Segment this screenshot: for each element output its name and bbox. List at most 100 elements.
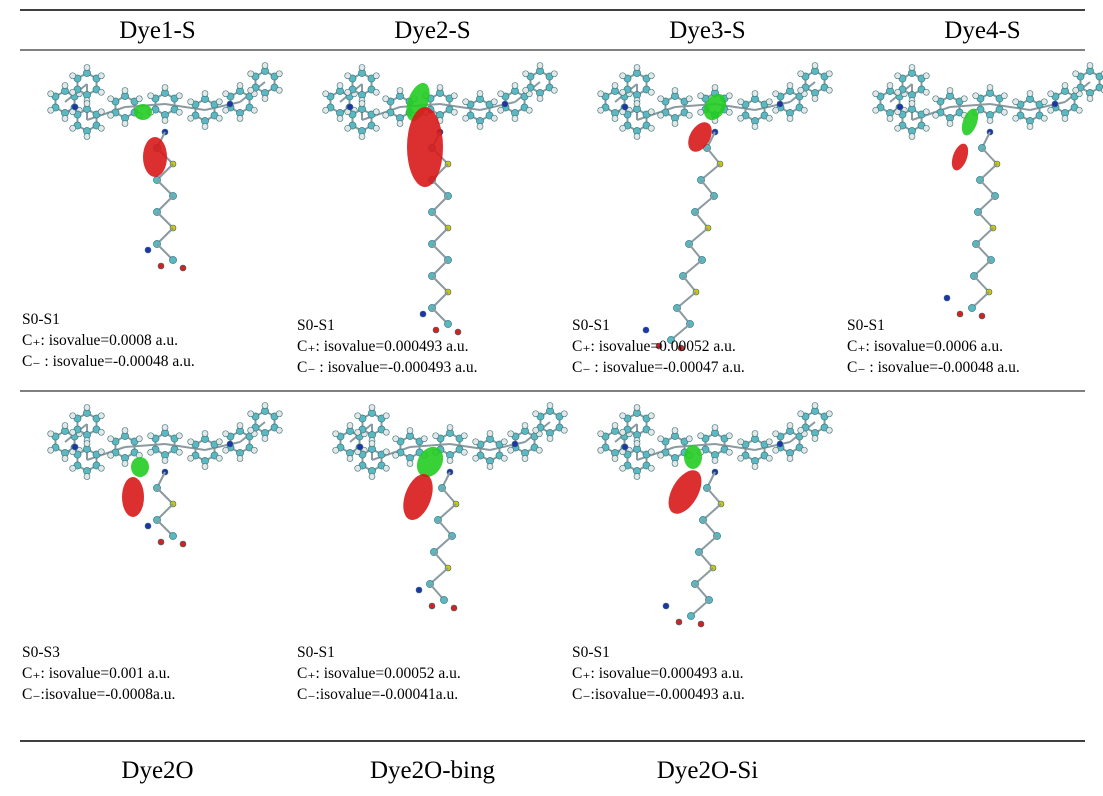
bond	[670, 323, 691, 341]
orbital-negative	[688, 122, 712, 152]
atom	[419, 310, 427, 318]
atom	[486, 430, 494, 437]
atom	[532, 410, 540, 418]
atom	[472, 438, 480, 446]
positive-isovalue: C₊: isovalue=0.001 a.u.	[22, 665, 171, 682]
atom	[1012, 98, 1020, 106]
atom	[737, 454, 745, 462]
atom	[896, 103, 904, 111]
bond	[1029, 101, 1066, 111]
atom	[157, 262, 165, 270]
atom	[222, 106, 230, 114]
atom	[497, 90, 505, 98]
atom	[372, 124, 380, 132]
atom	[751, 463, 759, 470]
atom	[135, 435, 143, 443]
atom	[657, 95, 665, 103]
atom	[201, 123, 209, 130]
bond	[164, 443, 206, 451]
bond	[636, 106, 676, 121]
atom	[97, 412, 105, 420]
transition-label: S0-S1	[847, 317, 885, 334]
bond	[441, 487, 457, 505]
bond	[676, 291, 697, 309]
atom	[346, 103, 354, 111]
atom	[446, 424, 454, 431]
atom	[647, 448, 655, 456]
orbital-negative	[951, 143, 969, 171]
atom	[47, 446, 55, 454]
atom	[619, 428, 627, 436]
bond	[164, 103, 206, 111]
orbital-negative	[407, 107, 443, 187]
atom	[161, 424, 169, 431]
atom	[382, 448, 390, 456]
atom	[619, 464, 627, 472]
orbital-positive	[684, 445, 702, 469]
atom	[107, 95, 115, 103]
negative-isovalue: C₋ : isovalue=-0.00048 a.u.	[22, 353, 195, 370]
atom	[647, 108, 655, 116]
atom	[61, 115, 69, 122]
bond	[694, 211, 709, 229]
bond	[204, 101, 241, 111]
bond	[439, 103, 481, 111]
atom	[751, 430, 759, 437]
column-footer: Dye2O-Si	[656, 757, 759, 784]
atom	[825, 426, 833, 434]
atom	[382, 428, 390, 436]
atom	[597, 106, 605, 114]
atom	[532, 426, 540, 434]
atom	[161, 457, 169, 464]
atom	[406, 460, 414, 467]
atom	[356, 443, 364, 451]
atom	[633, 404, 641, 411]
transition-label: S0-S1	[297, 644, 335, 661]
atom	[986, 84, 994, 91]
atom	[83, 404, 91, 411]
atom	[382, 412, 390, 420]
atom	[960, 95, 968, 103]
atom	[946, 120, 954, 127]
atom	[446, 457, 454, 464]
atom	[560, 410, 568, 418]
bond	[636, 446, 676, 461]
atom	[522, 86, 530, 94]
atom	[358, 64, 366, 71]
positive-isovalue: C₊: isovalue=0.000493 a.u.	[572, 665, 744, 682]
atom	[344, 72, 352, 80]
atom	[521, 422, 529, 429]
atom	[1075, 106, 1083, 114]
atom	[1061, 82, 1069, 89]
atom	[275, 426, 283, 434]
atom	[201, 90, 209, 97]
atom	[521, 455, 529, 462]
atom	[550, 86, 558, 94]
atom	[47, 106, 55, 114]
atom	[685, 95, 693, 103]
atom	[647, 464, 655, 472]
atom	[1040, 98, 1048, 106]
atom	[71, 103, 79, 111]
negative-isovalue: C₋ : isovalue=-0.000493 a.u.	[297, 359, 478, 376]
atom	[725, 108, 733, 116]
atom	[633, 440, 641, 447]
atom	[662, 602, 670, 610]
atom	[472, 454, 480, 462]
atom	[420, 435, 428, 443]
atom	[943, 294, 951, 302]
atom	[175, 448, 183, 456]
atom	[69, 124, 77, 132]
atom	[336, 82, 344, 89]
negative-isovalue: C₋ : isovalue=-0.00048 a.u.	[847, 359, 1020, 376]
bond	[688, 227, 709, 245]
atom	[500, 438, 508, 446]
atom	[522, 70, 530, 78]
atom	[144, 522, 152, 530]
column-footer: Dye2O	[121, 757, 194, 784]
atom	[711, 424, 719, 431]
atom	[222, 430, 230, 438]
atom	[69, 88, 77, 96]
atom	[786, 422, 794, 429]
